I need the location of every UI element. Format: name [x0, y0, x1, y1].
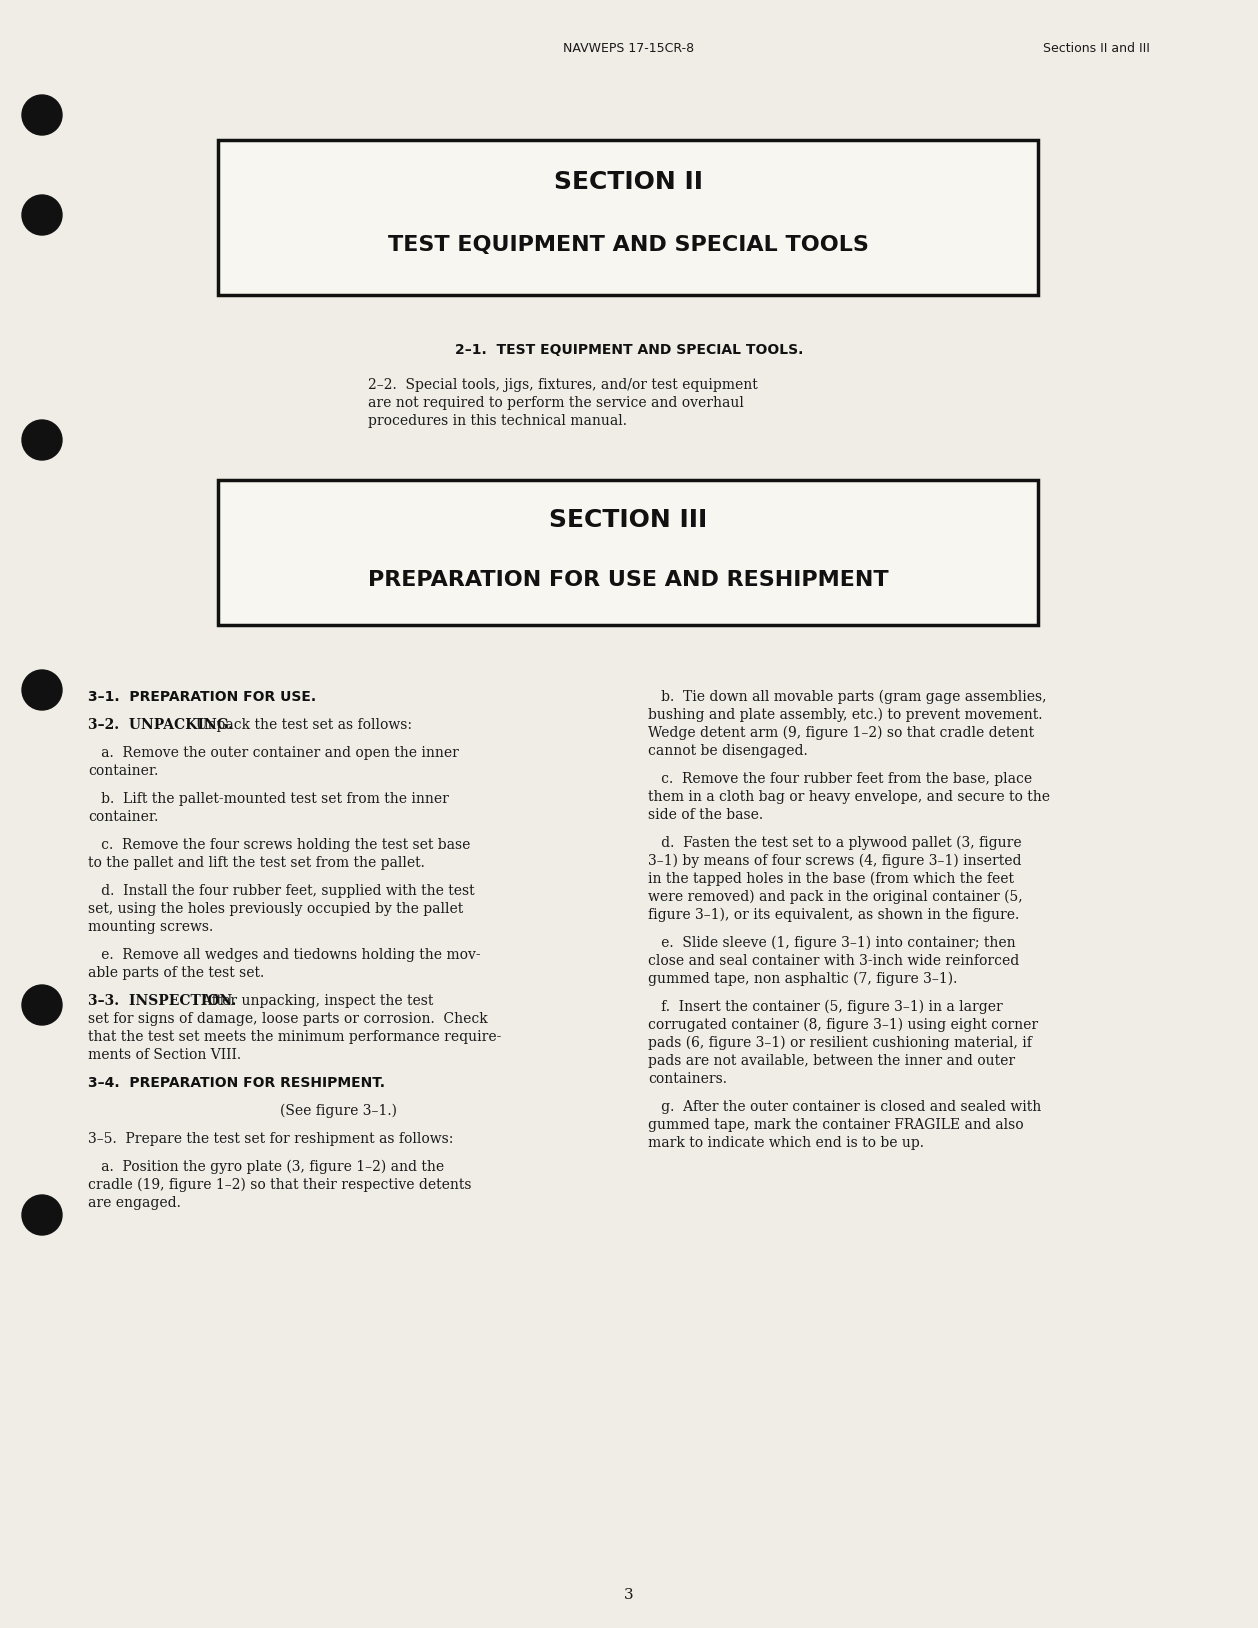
- Text: g.  After the outer container is closed and sealed with: g. After the outer container is closed a…: [648, 1101, 1042, 1114]
- Circle shape: [21, 420, 62, 461]
- Text: c.  Remove the four rubber feet from the base, place: c. Remove the four rubber feet from the …: [648, 772, 1032, 786]
- Text: bushing and plate assembly, etc.) to prevent movement.: bushing and plate assembly, etc.) to pre…: [648, 708, 1043, 723]
- Circle shape: [21, 1195, 62, 1236]
- Text: 2–1.  TEST EQUIPMENT AND SPECIAL TOOLS.: 2–1. TEST EQUIPMENT AND SPECIAL TOOLS.: [455, 344, 803, 357]
- Text: procedures in this technical manual.: procedures in this technical manual.: [369, 414, 626, 428]
- Text: TEST EQUIPMENT AND SPECIAL TOOLS: TEST EQUIPMENT AND SPECIAL TOOLS: [387, 234, 868, 256]
- Text: Wedge detent arm (9, figure 1–2) so that cradle detent: Wedge detent arm (9, figure 1–2) so that…: [648, 726, 1034, 741]
- Text: set, using the holes previously occupied by the pallet: set, using the holes previously occupied…: [88, 902, 463, 917]
- Circle shape: [21, 985, 62, 1026]
- Text: container.: container.: [88, 764, 159, 778]
- Text: SECTION III: SECTION III: [548, 508, 707, 532]
- Text: 3–3.  INSPECTION.: 3–3. INSPECTION.: [88, 995, 237, 1008]
- Text: were removed) and pack in the original container (5,: were removed) and pack in the original c…: [648, 891, 1023, 905]
- Text: 3–2.  UNPACKING.: 3–2. UNPACKING.: [88, 718, 233, 733]
- Text: in the tapped holes in the base (from which the feet: in the tapped holes in the base (from wh…: [648, 873, 1014, 886]
- Text: mark to indicate which end is to be up.: mark to indicate which end is to be up.: [648, 1136, 923, 1149]
- Text: b.  Tie down all movable parts (gram gage assemblies,: b. Tie down all movable parts (gram gage…: [648, 690, 1047, 705]
- Text: figure 3–1), or its equivalent, as shown in the figure.: figure 3–1), or its equivalent, as shown…: [648, 908, 1019, 923]
- Text: corrugated container (8, figure 3–1) using eight corner: corrugated container (8, figure 3–1) usi…: [648, 1018, 1038, 1032]
- Text: e.  Slide sleeve (1, figure 3–1) into container; then: e. Slide sleeve (1, figure 3–1) into con…: [648, 936, 1015, 951]
- Circle shape: [21, 94, 62, 135]
- FancyBboxPatch shape: [218, 480, 1038, 625]
- Text: e.  Remove all wedges and tiedowns holding the mov-: e. Remove all wedges and tiedowns holdin…: [88, 947, 481, 962]
- Text: (See figure 3–1.): (See figure 3–1.): [279, 1104, 396, 1118]
- Text: c.  Remove the four screws holding the test set base: c. Remove the four screws holding the te…: [88, 838, 470, 851]
- Text: 3–1.  PREPARATION FOR USE.: 3–1. PREPARATION FOR USE.: [88, 690, 316, 703]
- Text: NAVWEPS 17-15CR-8: NAVWEPS 17-15CR-8: [564, 41, 694, 54]
- Text: b.  Lift the pallet-mounted test set from the inner: b. Lift the pallet-mounted test set from…: [88, 791, 449, 806]
- Text: a.  Position the gyro plate (3, figure 1–2) and the: a. Position the gyro plate (3, figure 1–…: [88, 1161, 444, 1174]
- Text: pads (6, figure 3–1) or resilient cushioning material, if: pads (6, figure 3–1) or resilient cushio…: [648, 1035, 1032, 1050]
- Text: Unpack the test set as follows:: Unpack the test set as follows:: [187, 718, 413, 733]
- Text: PREPARATION FOR USE AND RESHIPMENT: PREPARATION FOR USE AND RESHIPMENT: [367, 570, 888, 589]
- Text: to the pallet and lift the test set from the pallet.: to the pallet and lift the test set from…: [88, 856, 425, 869]
- Text: Sections II and III: Sections II and III: [1043, 41, 1150, 54]
- Text: able parts of the test set.: able parts of the test set.: [88, 965, 264, 980]
- Text: a.  Remove the outer container and open the inner: a. Remove the outer container and open t…: [88, 746, 459, 760]
- Circle shape: [21, 671, 62, 710]
- Text: set for signs of damage, loose parts or corrosion.  Check: set for signs of damage, loose parts or …: [88, 1013, 488, 1026]
- Text: 3–5.  Prepare the test set for reshipment as follows:: 3–5. Prepare the test set for reshipment…: [88, 1131, 453, 1146]
- Text: f.  Insert the container (5, figure 3–1) in a larger: f. Insert the container (5, figure 3–1) …: [648, 1000, 1003, 1014]
- Text: cradle (19, figure 1–2) so that their respective detents: cradle (19, figure 1–2) so that their re…: [88, 1179, 472, 1192]
- Text: that the test set meets the minimum performance require-: that the test set meets the minimum perf…: [88, 1031, 502, 1044]
- Text: 3: 3: [624, 1587, 634, 1602]
- Text: d.  Install the four rubber feet, supplied with the test: d. Install the four rubber feet, supplie…: [88, 884, 474, 899]
- Text: mounting screws.: mounting screws.: [88, 920, 214, 934]
- Text: ments of Section VIII.: ments of Section VIII.: [88, 1048, 242, 1061]
- Text: d.  Fasten the test set to a plywood pallet (3, figure: d. Fasten the test set to a plywood pall…: [648, 837, 1021, 850]
- Text: are not required to perform the service and overhaul: are not required to perform the service …: [369, 396, 743, 410]
- Circle shape: [21, 195, 62, 234]
- Text: cannot be disengaged.: cannot be disengaged.: [648, 744, 808, 759]
- Text: side of the base.: side of the base.: [648, 807, 764, 822]
- Text: gummed tape, mark the container FRAGILE and also: gummed tape, mark the container FRAGILE …: [648, 1118, 1024, 1131]
- Text: 3–1) by means of four screws (4, figure 3–1) inserted: 3–1) by means of four screws (4, figure …: [648, 855, 1021, 868]
- Text: SECTION II: SECTION II: [554, 169, 702, 194]
- Text: close and seal container with 3-inch wide reinforced: close and seal container with 3-inch wid…: [648, 954, 1019, 969]
- Text: gummed tape, non asphaltic (7, figure 3–1).: gummed tape, non asphaltic (7, figure 3–…: [648, 972, 957, 987]
- Text: them in a cloth bag or heavy envelope, and secure to the: them in a cloth bag or heavy envelope, a…: [648, 790, 1050, 804]
- Text: container.: container.: [88, 811, 159, 824]
- Text: After unpacking, inspect the test: After unpacking, inspect the test: [194, 995, 434, 1008]
- FancyBboxPatch shape: [218, 140, 1038, 295]
- Text: 3–4.  PREPARATION FOR RESHIPMENT.: 3–4. PREPARATION FOR RESHIPMENT.: [88, 1076, 385, 1091]
- Text: 2–2.  Special tools, jigs, fixtures, and/or test equipment: 2–2. Special tools, jigs, fixtures, and/…: [369, 378, 757, 392]
- Text: pads are not available, between the inner and outer: pads are not available, between the inne…: [648, 1053, 1015, 1068]
- Text: containers.: containers.: [648, 1071, 727, 1086]
- Text: are engaged.: are engaged.: [88, 1197, 181, 1210]
